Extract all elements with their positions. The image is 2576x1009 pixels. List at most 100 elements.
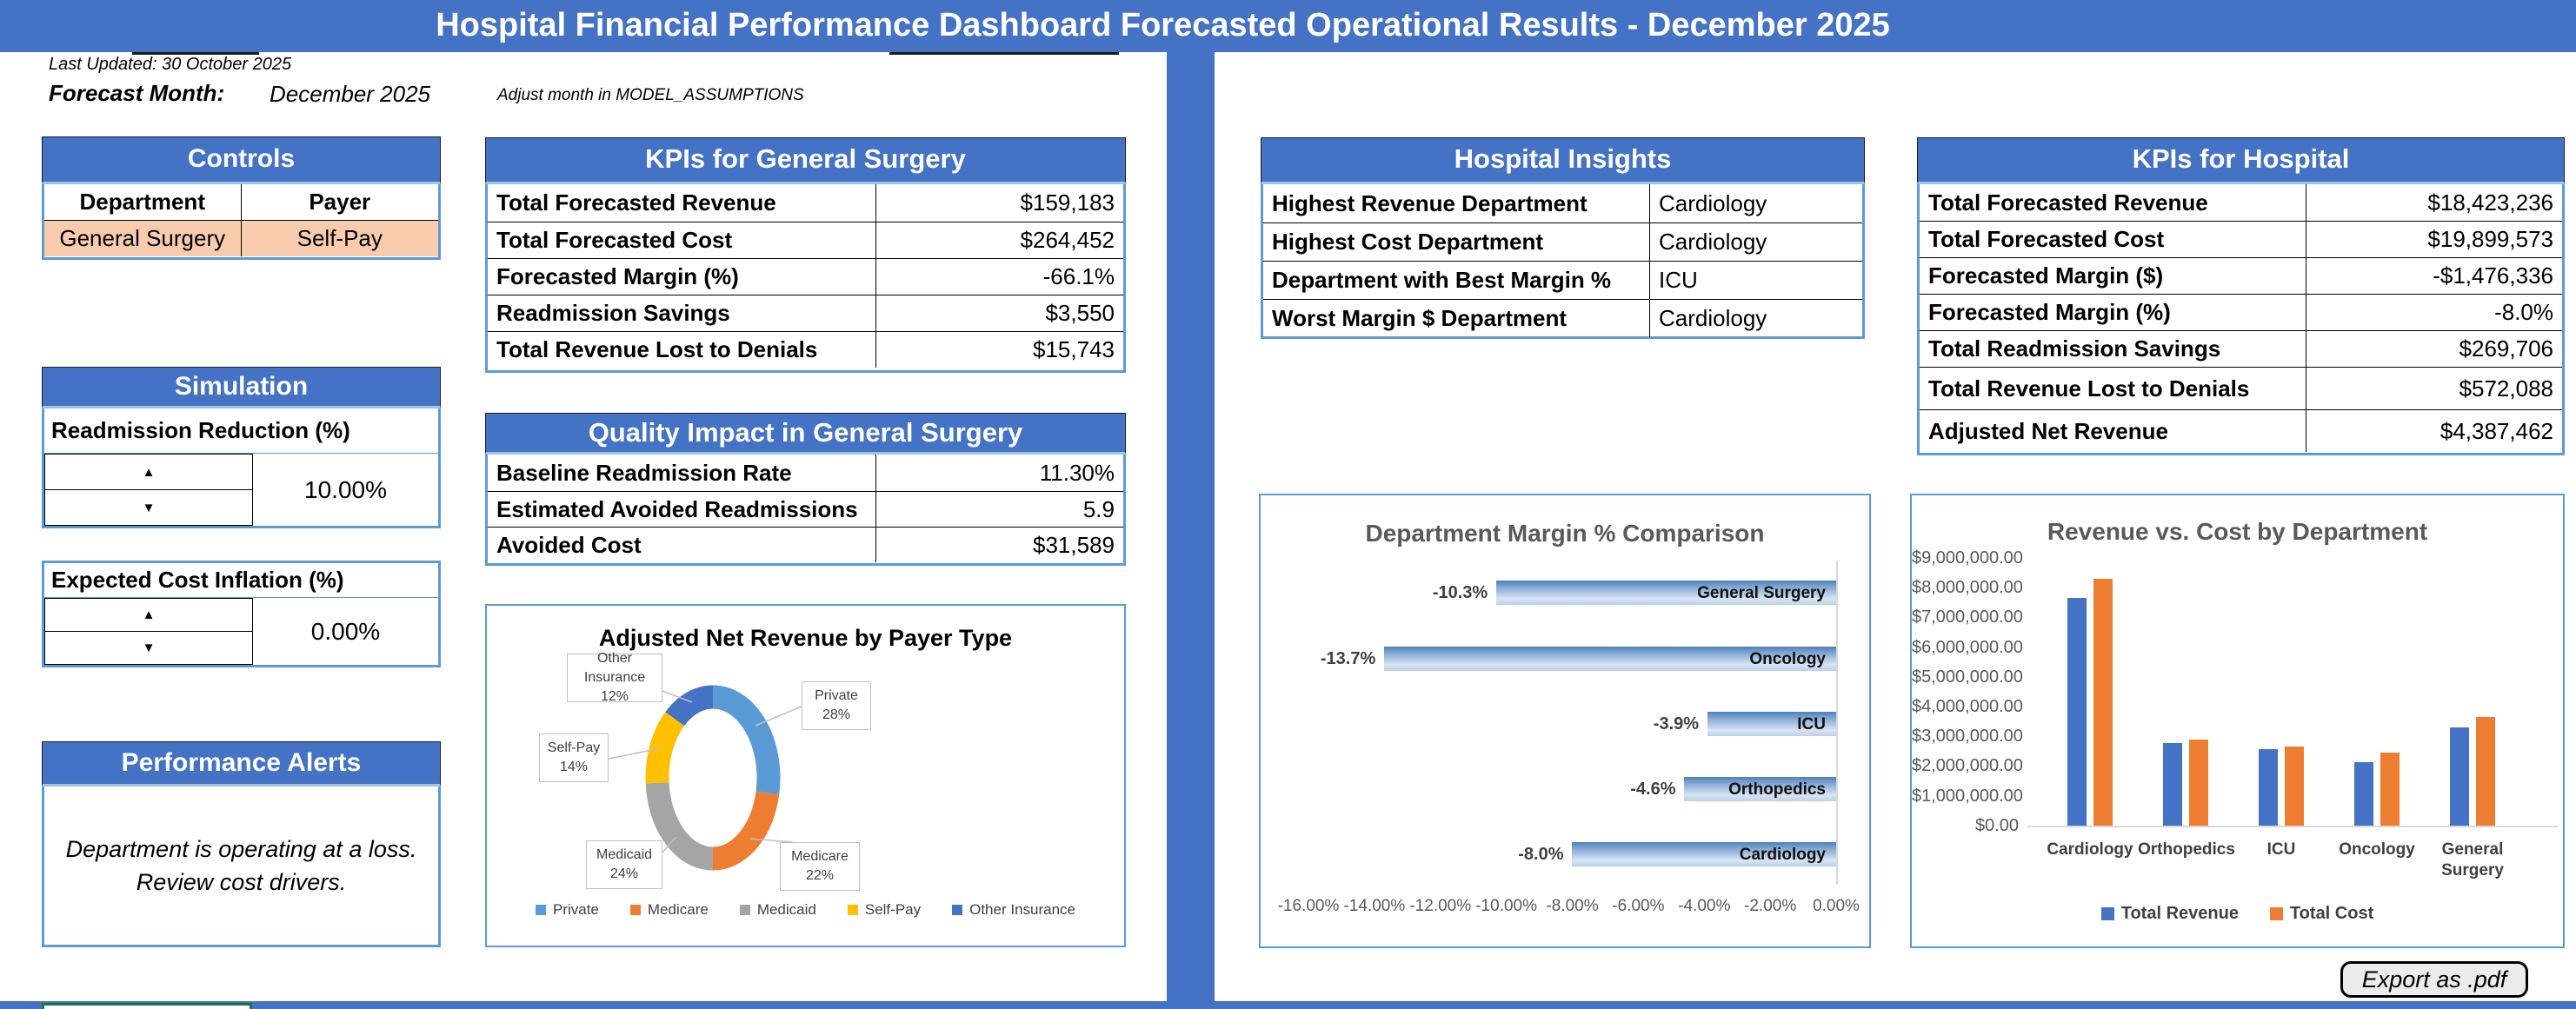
bar-category-label: General Surgery: [1697, 584, 1826, 602]
table-row: Baseline Readmission Rate 11.30%: [488, 455, 1123, 491]
y-axis-tick: $7,000,000.00: [1912, 607, 2023, 627]
x-axis-tick: -14.00%: [1343, 897, 1406, 915]
spinner-down-icon: ▼: [142, 641, 156, 655]
donut-segment-other-insurance: [665, 685, 714, 727]
spinner-up-icon: ▲: [142, 607, 156, 622]
legend-item: Other Insurance: [952, 901, 1075, 919]
bar-icu-total-revenue: [2259, 748, 2278, 826]
payer-selector[interactable]: Self-Pay: [241, 221, 438, 256]
table-row: Total Forecasted Revenue $18,423,236: [1920, 184, 2562, 221]
legend-swatch: [739, 905, 750, 915]
x-axis-tick: -10.00%: [1475, 897, 1538, 915]
table-row: Department with Best Margin % ICU: [1263, 261, 1862, 299]
bar-category-label: Orthopedics: [1728, 780, 1826, 799]
legend-swatch: [629, 905, 641, 915]
y-axis-tick: $4,000,000.00: [1912, 697, 2023, 716]
x-axis-tick: -12.00%: [1409, 897, 1472, 915]
bar-value-label: -3.9%: [1653, 714, 1700, 734]
hospital-insights-header: Hospital Insights: [1261, 137, 1865, 184]
bottom-bar: [0, 1001, 2576, 1009]
bar-cardiology: [1572, 842, 1836, 866]
bar-icu-total-cost: [2285, 747, 2304, 826]
controls-col-department: Department: [44, 184, 242, 220]
axis-zero-line: [1836, 561, 1838, 885]
donut-segment-private: [712, 685, 781, 795]
forecast-month-label: Forecast Month:: [49, 80, 225, 106]
y-axis-tick: $1,000,000.00: [1912, 786, 2023, 806]
readmission-reduction-value[interactable]: 10.00%: [304, 475, 387, 503]
table-row: Avoided Cost $31,589: [488, 527, 1123, 562]
readmission-spinner-up[interactable]: ▲: [44, 454, 252, 490]
bar-cardiology-total-revenue: [2067, 598, 2087, 826]
bar-oncology-total-cost: [2380, 753, 2400, 826]
legend-swatch: [952, 905, 963, 915]
bar-orthopedics-total-revenue: [2163, 742, 2182, 826]
bar-oncology: [1384, 647, 1836, 671]
y-axis-tick: $2,000,000.00: [1912, 756, 2023, 776]
category-label: Oncology: [2339, 840, 2415, 859]
donut-segment-self-pay: [645, 712, 685, 784]
bar-orthopedics-total-cost: [2189, 739, 2208, 826]
legend-item: Total Revenue: [2100, 904, 2239, 924]
y-axis-tick: $5,000,000.00: [1912, 667, 2023, 687]
inflation-spinner-down[interactable]: ▼: [44, 632, 252, 665]
inflation-spinner-up[interactable]: ▲: [44, 598, 252, 632]
table-row: Total Readmission Savings $269,706: [1920, 330, 2562, 367]
bar-category-label: Oncology: [1749, 650, 1826, 668]
chart-legend: Total Revenue Total Cost: [1912, 904, 2563, 924]
x-axis-tick: -4.00%: [1678, 897, 1731, 915]
bar-category-label: Cardiology: [1739, 846, 1826, 864]
department-selector[interactable]: General Surgery: [44, 221, 242, 256]
table-row: Highest Cost Department Cardiology: [1263, 222, 1862, 261]
x-axis-tick: -8.00%: [1546, 897, 1599, 915]
bar-cardiology-total-cost: [2093, 579, 2113, 826]
payer-donut-chart: Adjusted Net Revenue by Payer Type Priva…: [485, 604, 1126, 947]
controls-col-payer: Payer: [309, 189, 371, 215]
export-pdf-button[interactable]: Export as .pdf: [2340, 961, 2528, 998]
kpis-general-surgery-header: KPIs for General Surgery: [485, 137, 1126, 184]
legend-item: Medicaid: [739, 901, 816, 919]
table-row: Adjusted Net Revenue $4,387,462: [1920, 409, 2562, 452]
bar-general-surgery-total-revenue: [2450, 727, 2469, 826]
table-row: Readmission Savings $3,550: [488, 295, 1123, 331]
callout-leader-line: [608, 747, 662, 760]
table-row: Estimated Avoided Readmissions 5.9: [488, 491, 1123, 527]
donut-segment-medicare: [712, 791, 780, 871]
kpis-hospital-header: KPIs for Hospital: [1917, 137, 2565, 184]
vertical-divider: [1167, 52, 1215, 1009]
table-row: Worst Margin $ Department Cardiology: [1263, 299, 1862, 337]
bar-value-label: -13.7%: [1320, 649, 1376, 668]
quality-impact-header: Quality Impact in General Surgery: [485, 413, 1126, 455]
banner-underline-segment: [132, 52, 259, 55]
readmission-spinner-down[interactable]: ▼: [44, 490, 252, 526]
performance-alerts-header: Performance Alerts: [42, 741, 441, 787]
callout-leader-line: [662, 836, 677, 853]
table-row: Forecasted Margin ($) -$1,476,336: [1920, 257, 2562, 294]
category-label: General Surgery: [2441, 840, 2504, 880]
table-row: Total Revenue Lost to Denials $572,088: [1920, 367, 2562, 409]
table-row: Total Revenue Lost to Denials $15,743: [488, 331, 1123, 368]
donut-svg: [608, 685, 802, 871]
simulation-header: Simulation: [42, 367, 441, 408]
category-label: Orthopedics: [2138, 840, 2235, 859]
bar-oncology-total-revenue: [2354, 762, 2373, 826]
legend-item: Private: [535, 901, 599, 919]
spinner-up-icon: ▲: [142, 464, 156, 480]
category-label: Cardiology: [2047, 840, 2133, 859]
donut-callout-private: Private 28%: [802, 681, 871, 730]
y-axis-tick: $8,000,000.00: [1912, 578, 2023, 598]
revenue-cost-chart: Revenue vs. Cost by Department $9,000,00…: [1910, 494, 2565, 948]
table-row: Forecasted Margin (%) -8.0%: [1920, 294, 2562, 330]
x-axis-tick: -2.00%: [1744, 897, 1797, 915]
page-title: Hospital Financial Performance Dashboard…: [0, 0, 2576, 52]
bar-category-label: ICU: [1797, 715, 1826, 734]
donut-callout-medicare: Medicare 22%: [780, 842, 860, 891]
legend-item: Self-Pay: [847, 901, 921, 919]
donut-callout-medicaid: Medicaid 24%: [586, 840, 662, 889]
callout-leader-line: [749, 838, 794, 843]
cost-inflation-value[interactable]: 0.00%: [310, 617, 381, 645]
forecast-month-value: December 2025: [270, 81, 430, 107]
table-row: Total Forecasted Cost $19,899,573: [1920, 221, 2562, 257]
legend-swatch: [535, 905, 546, 915]
